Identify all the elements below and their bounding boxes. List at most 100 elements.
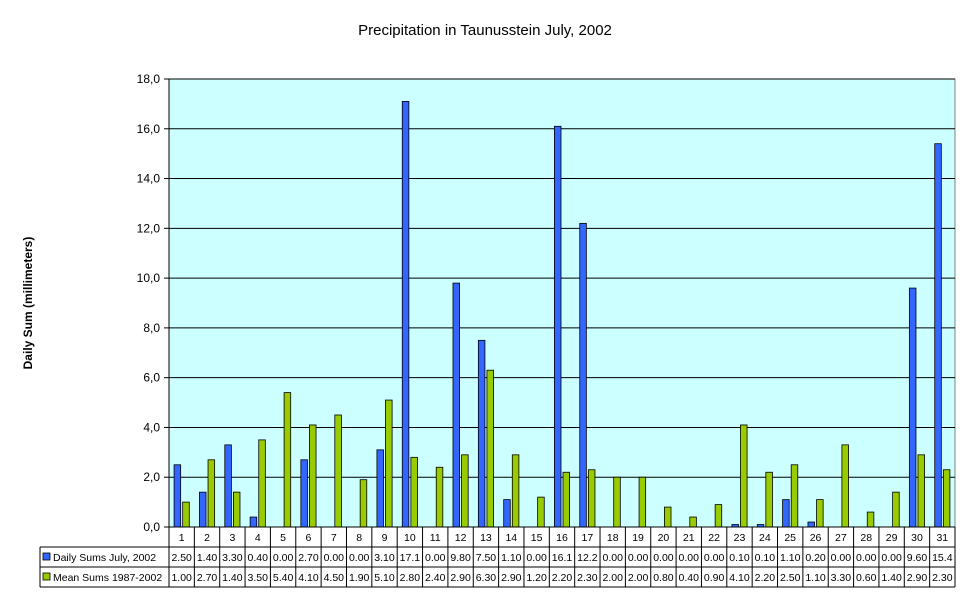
bar-series2-day-5 [283, 392, 292, 528]
data-label: 1.00 [171, 572, 192, 584]
bar-series2-day-14 [511, 454, 520, 528]
data-label: 0.00 [425, 552, 446, 564]
x-tick-label: 9 [382, 532, 388, 544]
bar-series2-day-24 [765, 471, 773, 528]
bar-series1-day-25 [782, 499, 790, 528]
x-tick-label: 5 [280, 532, 286, 544]
data-label: 7.50 [476, 552, 497, 564]
data-label: 9.80 [450, 552, 471, 564]
x-tick-label: 13 [480, 532, 492, 544]
bar-series1-day-10 [401, 101, 410, 528]
data-label: 2.90 [907, 572, 928, 584]
data-label: 0.00 [856, 552, 877, 564]
data-label: 0.40 [679, 572, 700, 584]
data-label: 0.00 [273, 552, 294, 564]
data-label: 2.80 [400, 572, 421, 584]
bar-series2-day-20 [664, 506, 672, 528]
bar-series2-day-7 [334, 414, 342, 528]
y-tick-label: 12,0 [137, 221, 161, 235]
data-label: 2.00 [628, 572, 649, 584]
data-label: 1.20 [526, 572, 547, 584]
bar-series1-day-30 [908, 287, 917, 528]
bar-series1-day-31 [934, 143, 942, 528]
x-tick-label: 19 [632, 532, 644, 544]
x-tick-label: 6 [306, 532, 312, 544]
data-label: 1.40 [881, 572, 902, 584]
bar-series2-day-28 [866, 511, 875, 528]
data-label: 0.10 [729, 552, 750, 564]
bar-series2-day-19 [638, 476, 647, 528]
bar-series2-day-9 [385, 399, 393, 528]
legend-label: Daily Sums July, 2002 [53, 552, 156, 564]
data-label: 0.80 [653, 572, 674, 584]
y-tick-label: 18,0 [137, 72, 161, 86]
y-tick-label: 10,0 [137, 271, 161, 285]
x-tick-label: 25 [784, 532, 796, 544]
x-tick-label: 2 [204, 532, 210, 544]
bar-series2-day-22 [714, 504, 723, 528]
data-label: 0.00 [679, 552, 700, 564]
data-label: 2.50 [780, 572, 801, 584]
y-tick-label: 6,0 [143, 371, 160, 385]
bar-series2-day-21 [689, 516, 697, 528]
bar-series2-day-29 [892, 491, 900, 528]
bar-series2-day-31 [942, 469, 951, 528]
x-tick-label: 30 [911, 532, 923, 544]
bar-series2-day-18 [613, 476, 621, 528]
bar-series2-day-3 [232, 491, 241, 528]
bar-series2-day-4 [258, 439, 266, 528]
y-tick-label: 16,0 [137, 122, 161, 136]
data-label: 0.40 [248, 552, 269, 564]
y-tick-label: 14,0 [137, 172, 161, 186]
bar-series1-day-12 [452, 282, 460, 528]
x-tick-label: 15 [531, 532, 543, 544]
bar-series1-day-2 [199, 491, 207, 528]
x-tick-label: 10 [404, 532, 416, 544]
legend-swatch [42, 572, 51, 581]
bar-series2-day-11 [435, 466, 444, 528]
bar-series2-day-15 [537, 496, 545, 528]
x-tick-label: 24 [759, 532, 771, 544]
bar-series2-day-23 [740, 424, 748, 528]
data-label: 0.90 [704, 572, 725, 584]
data-label: 16.1 [552, 552, 573, 564]
bar-series1-day-1 [173, 464, 182, 528]
bar-series1-day-6 [300, 459, 308, 528]
y-tick-label: 2,0 [143, 470, 160, 484]
data-label: 2.20 [552, 572, 573, 584]
bar-series1-day-14 [503, 499, 511, 528]
x-tick-label: 23 [734, 532, 746, 544]
data-label: 0.00 [831, 552, 852, 564]
bar-series1-day-4 [249, 516, 258, 528]
bar-series2-day-8 [359, 479, 368, 528]
x-tick-label: 27 [835, 532, 847, 544]
x-tick-label: 17 [582, 532, 594, 544]
data-label: 0.00 [653, 552, 674, 564]
data-label: 6.30 [476, 572, 497, 584]
plot-area [168, 78, 956, 528]
x-tick-label: 26 [810, 532, 822, 544]
data-label: 9.60 [907, 552, 928, 564]
data-label: 4.50 [324, 572, 345, 584]
data-label: 1.10 [501, 552, 522, 564]
legend-label: Mean Sums 1987-2002 [53, 572, 162, 584]
data-label: 5.40 [273, 572, 294, 584]
bar-series2-day-30 [917, 454, 925, 528]
data-label: 0.00 [324, 552, 345, 564]
bar-series2-day-2 [207, 459, 216, 528]
data-label: 2.50 [171, 552, 192, 564]
data-label: 3.30 [831, 572, 852, 584]
data-label: 4.10 [298, 572, 319, 584]
x-tick-label: 3 [229, 532, 235, 544]
data-label: 1.10 [780, 552, 801, 564]
x-tick-label: 18 [607, 532, 619, 544]
data-label: 17.1 [400, 552, 421, 564]
x-tick-label: 8 [356, 532, 362, 544]
data-label: 3.50 [248, 572, 269, 584]
data-label: 2.30 [932, 572, 953, 584]
bar-series1-day-17 [579, 222, 587, 528]
bar-series2-day-27 [841, 444, 849, 528]
x-tick-label: 1 [179, 532, 185, 544]
y-tick-label: 0,0 [143, 520, 160, 534]
